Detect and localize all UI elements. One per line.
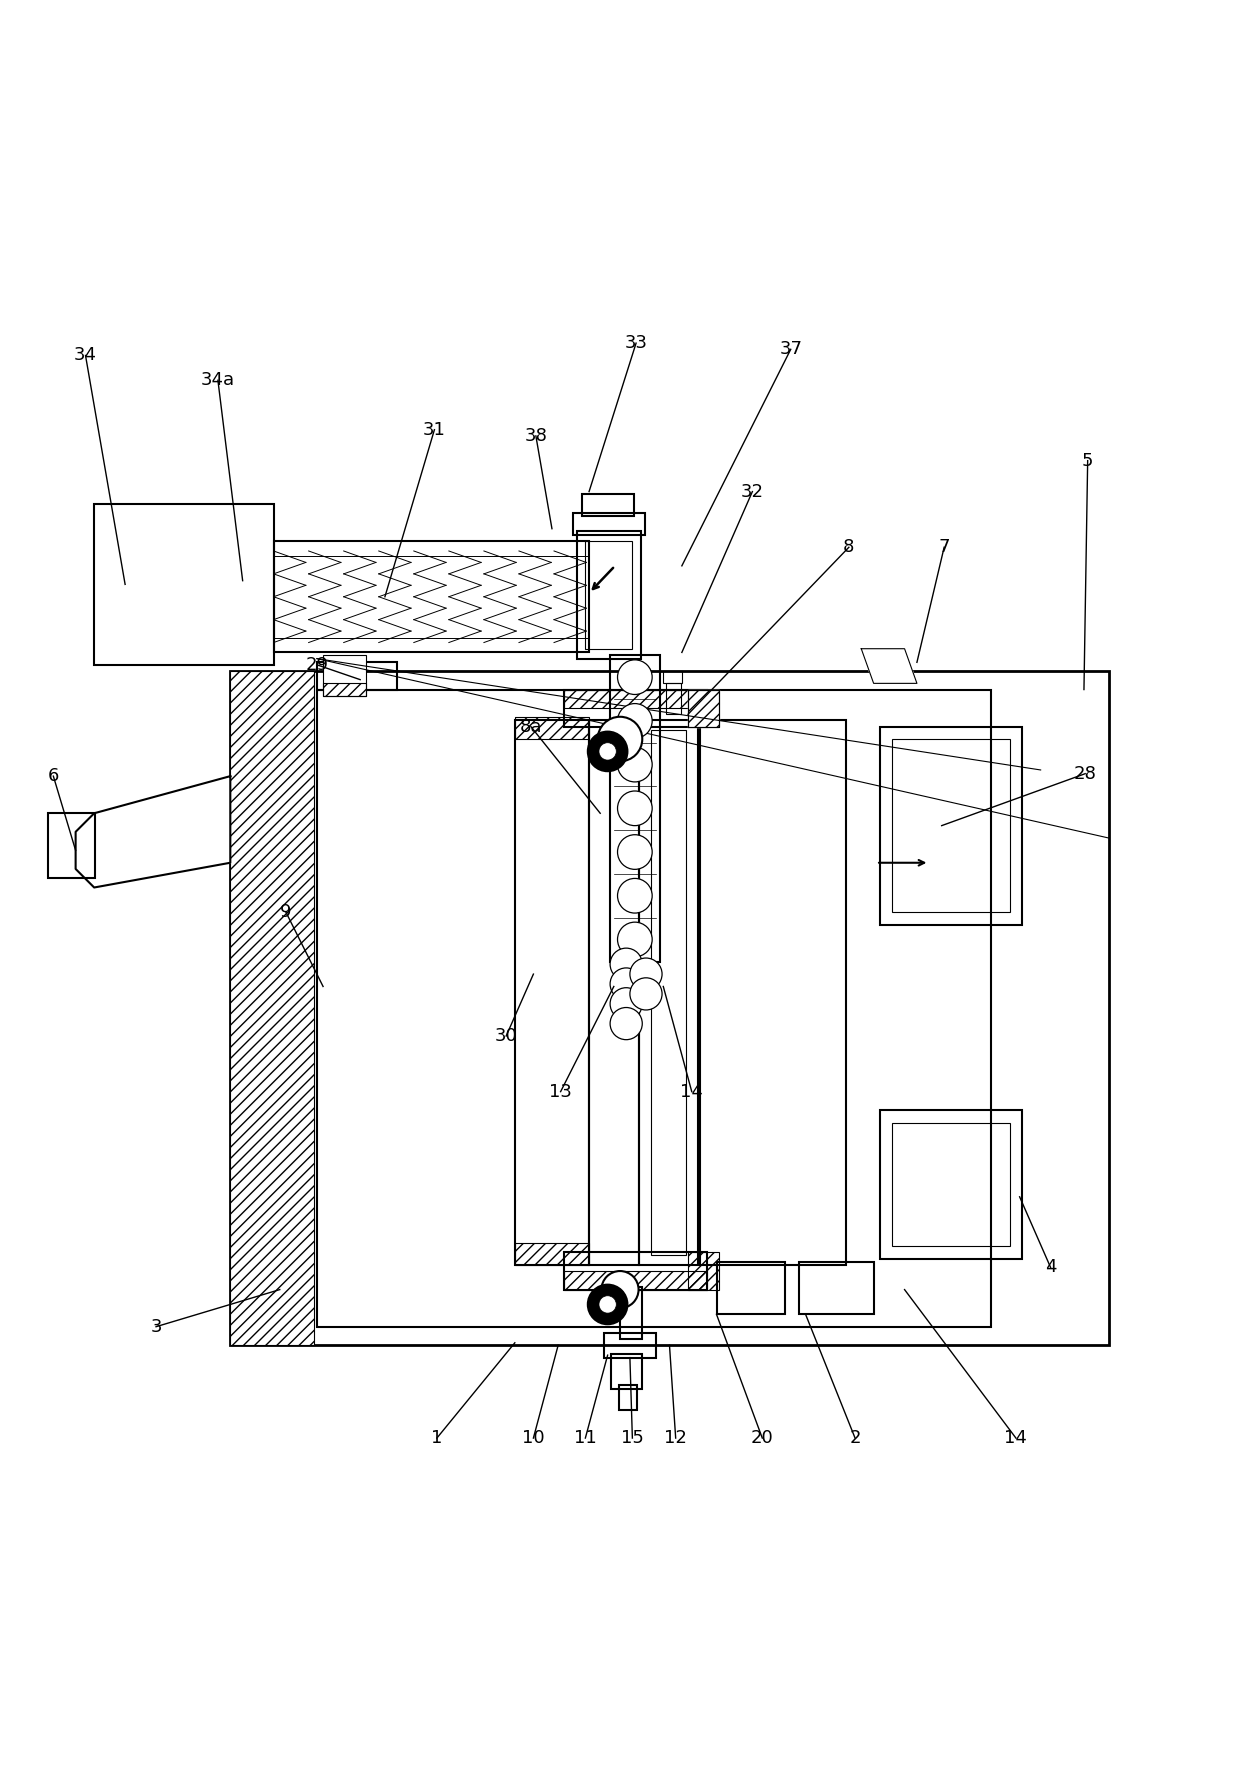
Text: 37: 37 (779, 341, 802, 359)
Circle shape (610, 1008, 642, 1040)
Text: 8: 8 (843, 538, 854, 556)
Bar (582, 493, 634, 517)
Bar (663, 671, 682, 683)
Bar (48, 813, 95, 877)
Bar (688, 689, 719, 726)
Text: 29: 29 (305, 655, 329, 674)
Text: 9: 9 (280, 903, 291, 921)
Circle shape (630, 959, 662, 990)
Circle shape (618, 792, 652, 825)
Bar (317, 689, 991, 1326)
Bar (893, 1122, 1009, 1246)
Text: 32: 32 (740, 483, 764, 501)
Text: 13: 13 (549, 1083, 572, 1100)
Bar (639, 721, 698, 1266)
Bar (317, 662, 397, 689)
Bar (610, 655, 660, 962)
Circle shape (610, 948, 642, 980)
Text: 7: 7 (939, 538, 950, 556)
Bar (701, 721, 847, 1266)
Bar (515, 1242, 589, 1266)
Circle shape (601, 1271, 639, 1308)
Bar (573, 513, 645, 534)
Text: 1: 1 (432, 1429, 443, 1447)
Bar (515, 717, 589, 738)
Circle shape (630, 978, 662, 1010)
Bar (564, 1253, 707, 1290)
Bar (324, 683, 366, 696)
Bar (94, 504, 274, 666)
Bar (619, 1384, 637, 1409)
Polygon shape (76, 776, 231, 888)
Text: 12: 12 (665, 1429, 687, 1447)
Text: 31: 31 (423, 421, 446, 438)
Text: 34a: 34a (201, 371, 234, 389)
Text: 2: 2 (849, 1429, 861, 1447)
Text: 14: 14 (1004, 1429, 1028, 1447)
Circle shape (618, 660, 652, 694)
Bar (577, 531, 641, 659)
Circle shape (610, 967, 642, 999)
Bar (515, 721, 589, 1266)
Bar (666, 683, 681, 714)
Polygon shape (688, 689, 719, 726)
Circle shape (599, 1296, 616, 1314)
Bar (880, 1109, 1022, 1258)
Text: 5: 5 (1083, 451, 1094, 470)
Circle shape (618, 923, 652, 957)
Circle shape (618, 879, 652, 912)
Bar (611, 1354, 642, 1388)
Text: 10: 10 (522, 1429, 544, 1447)
Text: 4: 4 (1045, 1258, 1056, 1276)
Bar (893, 738, 1009, 912)
Bar (564, 1271, 707, 1290)
Text: 3: 3 (150, 1317, 161, 1337)
Text: 33: 33 (625, 334, 647, 351)
Bar (589, 721, 639, 1266)
Bar (800, 1262, 874, 1314)
Circle shape (618, 703, 652, 738)
Bar (231, 671, 315, 1345)
Text: 28: 28 (1074, 765, 1096, 783)
Circle shape (618, 747, 652, 783)
Circle shape (588, 1285, 627, 1324)
Text: 20: 20 (751, 1429, 774, 1447)
Circle shape (610, 987, 642, 1021)
Text: 11: 11 (574, 1429, 596, 1447)
Circle shape (598, 717, 642, 761)
Bar (717, 1262, 785, 1314)
Bar (231, 671, 1109, 1345)
Text: 6: 6 (47, 767, 60, 785)
Text: 8a: 8a (520, 717, 542, 735)
Text: 38: 38 (525, 428, 547, 446)
Bar (651, 730, 686, 1255)
Text: 34: 34 (74, 346, 97, 364)
Bar (604, 1333, 656, 1358)
Bar (688, 1253, 719, 1290)
Text: 14: 14 (681, 1083, 703, 1100)
Text: 15: 15 (621, 1429, 644, 1447)
Bar (564, 689, 707, 726)
Bar (324, 655, 366, 696)
Circle shape (599, 742, 616, 760)
Text: 30: 30 (495, 1028, 517, 1045)
Circle shape (588, 731, 627, 770)
Polygon shape (862, 648, 916, 683)
Bar (274, 541, 589, 653)
Bar (620, 1287, 642, 1338)
Circle shape (618, 834, 652, 870)
Bar (880, 726, 1022, 925)
Bar (564, 689, 707, 708)
Bar (585, 541, 632, 648)
